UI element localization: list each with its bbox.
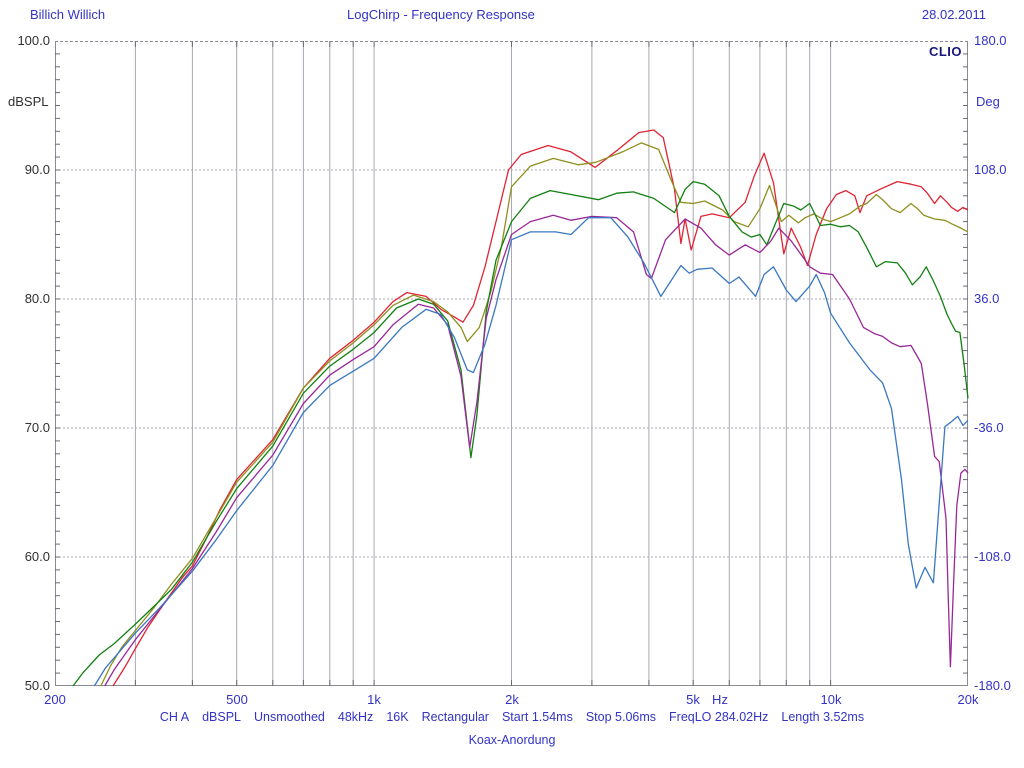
y-right-tick-label: 180.0 bbox=[974, 33, 1007, 48]
y-left-tick-label: 80.0 bbox=[24, 291, 50, 306]
y-left-tick-label: 60.0 bbox=[24, 549, 50, 564]
y-right-tick-label: -108.0 bbox=[974, 549, 1011, 564]
status-length: Length 3.52ms bbox=[781, 710, 865, 724]
measurement-date: 28.02.2011 bbox=[921, 7, 986, 22]
y-left-tick-label: 50.0 bbox=[24, 678, 50, 693]
y-left-tick-label: 70.0 bbox=[24, 420, 50, 435]
y-left-tick-label: 90.0 bbox=[24, 162, 50, 177]
x-tick-label: 2k bbox=[505, 692, 519, 707]
green-curve bbox=[72, 180, 969, 687]
plot-area bbox=[55, 41, 969, 687]
olive-curve bbox=[100, 142, 969, 687]
y-right-tick-label: 108.0 bbox=[974, 162, 1007, 177]
x-tick-label: 200 bbox=[44, 692, 66, 707]
status-unit: dBSPL bbox=[202, 710, 241, 724]
y-axis-right-label: Deg bbox=[976, 94, 1000, 109]
x-tick-label: 20k bbox=[957, 692, 979, 707]
status-start: Start 1.54ms bbox=[501, 710, 573, 724]
status-samplerate: 48kHz bbox=[337, 710, 374, 724]
frequency-response-chart bbox=[55, 41, 969, 687]
status-fftsize: 16K bbox=[386, 710, 409, 724]
measurement-name: Billich Willich bbox=[30, 7, 106, 22]
y-axis-left-label: dBSPL bbox=[8, 94, 49, 109]
status-freqlo: FreqLO 284.02Hz bbox=[669, 710, 769, 724]
status-bar: CH A dBSPL Unsmoothed 48kHz 16K Rectangu… bbox=[0, 710, 1024, 724]
status-channel: CH A bbox=[159, 710, 190, 724]
x-tick-label: 5k bbox=[686, 692, 700, 707]
status-stop: Stop 5.06ms bbox=[585, 710, 657, 724]
y-right-tick-label: -36.0 bbox=[974, 420, 1004, 435]
x-tick-label: 1k bbox=[367, 692, 381, 707]
page-title: LogChirp - Frequency Response bbox=[347, 7, 535, 22]
status-smoothing: Unsmoothed bbox=[254, 710, 325, 724]
measurement-note: Koax-Anordung bbox=[468, 733, 556, 747]
blue-curve bbox=[93, 217, 969, 687]
red-curve bbox=[112, 129, 969, 687]
y-right-tick-label: 36.0 bbox=[974, 291, 1000, 306]
x-axis-unit-label: Hz bbox=[712, 692, 728, 707]
y-right-tick-label: -180.0 bbox=[974, 678, 1011, 693]
purple-curve bbox=[104, 214, 969, 687]
status-window: Rectangular bbox=[421, 710, 489, 724]
y-left-tick-label: 100.0 bbox=[17, 33, 50, 48]
x-tick-label: 10k bbox=[820, 692, 842, 707]
x-tick-label: 500 bbox=[226, 692, 248, 707]
clio-logo: CLIO bbox=[928, 44, 962, 59]
